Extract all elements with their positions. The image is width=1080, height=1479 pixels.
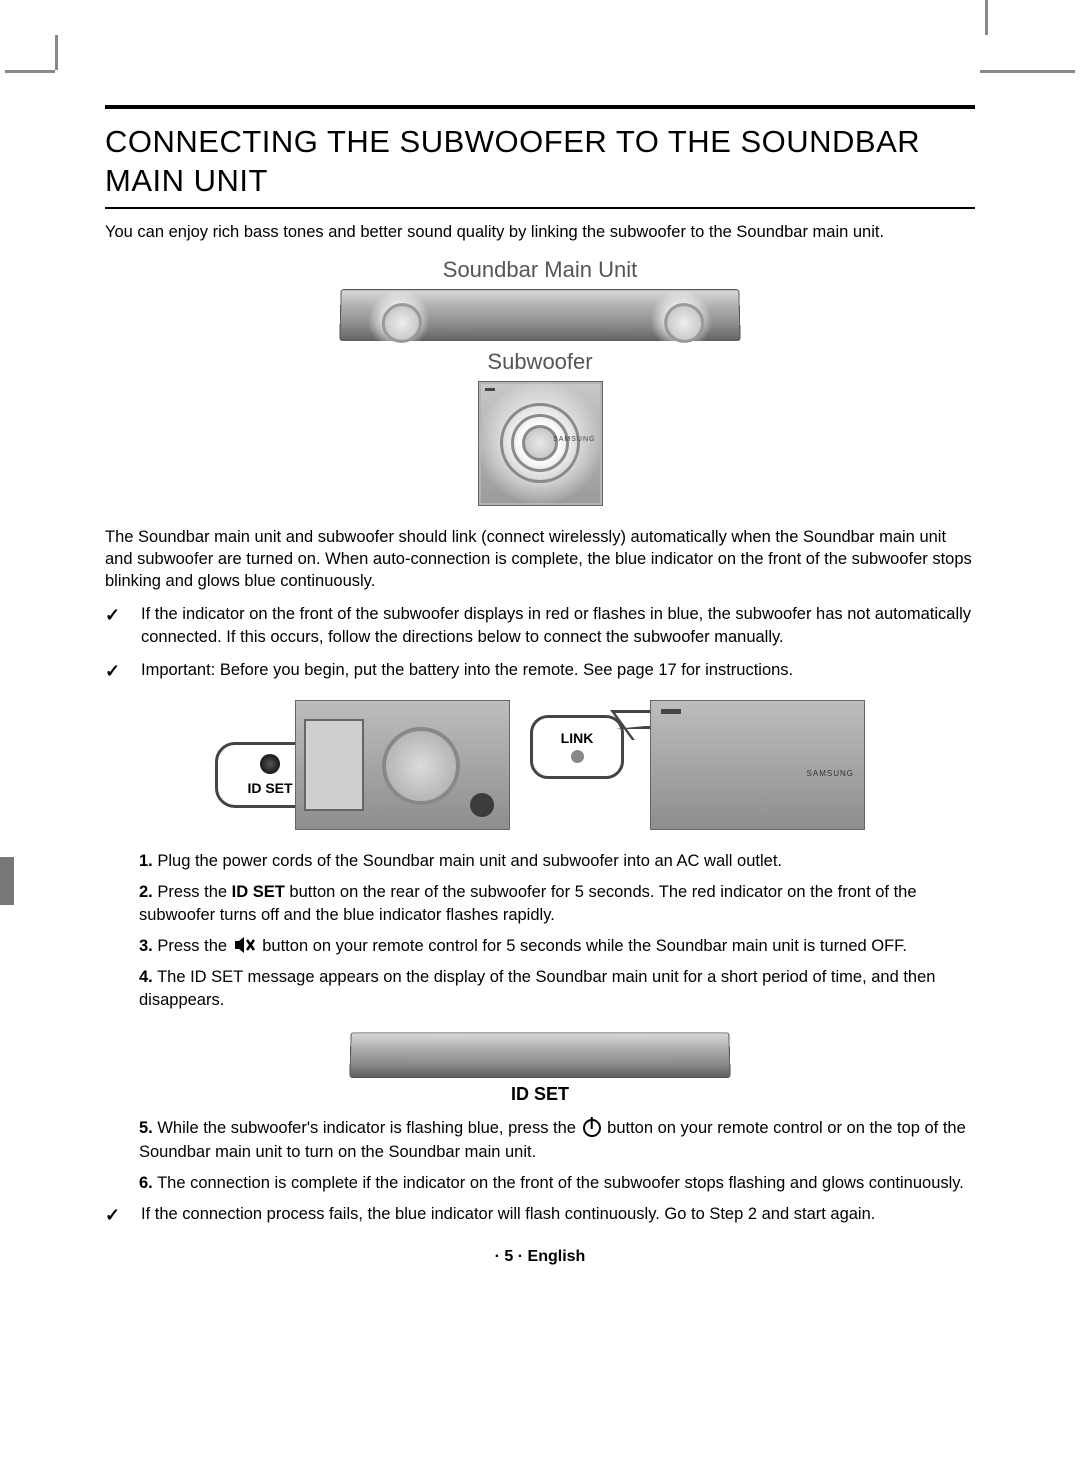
step-5: 5. While the subwoofer's indicator is fl… [133, 1115, 975, 1169]
brand-label: SAMSUNG [807, 769, 854, 778]
soundbar-idset-figure: ID SET [105, 1032, 975, 1105]
step-2a: Press the [157, 883, 231, 901]
subwoofer-figure: SAMSUNG [105, 381, 975, 506]
rear-driver-icon [382, 727, 460, 805]
idset-button-icon [260, 754, 280, 774]
autolink-paragraph: The Soundbar main unit and subwoofer sho… [105, 520, 975, 601]
step-2: 2. Press the ID SET button on the rear o… [133, 879, 975, 933]
check-item-1: If the indicator on the front of the sub… [131, 601, 975, 657]
soundbar-figure-title: Soundbar Main Unit [105, 257, 975, 283]
step-6: 6. The connection is complete if the ind… [133, 1170, 975, 1201]
step-5a: While the subwoofer's indicator is flash… [157, 1119, 580, 1137]
brand-label: SAMSUNG [553, 436, 595, 443]
section-tab [0, 857, 14, 905]
subwoofer-front-illustration: SAMSUNG [650, 700, 865, 830]
check-item-3: If the connection process fails, the blu… [131, 1201, 975, 1234]
step-2-bold: ID SET [232, 883, 285, 901]
soundbar-illustration [339, 289, 740, 341]
callout-link: LINK [530, 715, 624, 779]
check-item-2: Important: Before you begin, put the bat… [131, 657, 975, 690]
mute-icon [234, 936, 256, 954]
soundbar-illustration-2 [349, 1033, 730, 1079]
link-label: LINK [561, 730, 594, 746]
soundbar-speaker-left-icon [375, 297, 422, 343]
check-list-2: If the connection process fails, the blu… [105, 1201, 975, 1234]
idset-label: ID SET [247, 780, 292, 796]
step-1: 1. Plug the power cords of the Soundbar … [133, 848, 975, 879]
soundbar-figure [105, 289, 975, 341]
power-icon [583, 1119, 601, 1137]
steps-list-2: 5. While the subwoofer's indicator is fl… [105, 1115, 975, 1200]
step-4-text: The ID SET message appears on the displa… [139, 968, 935, 1009]
crop-mark-right [985, 0, 988, 35]
subwoofer-illustration: SAMSUNG [478, 381, 603, 506]
page-title: CONNECTING THE SUBWOOFER TO THE SOUNDBAR… [105, 109, 975, 209]
subwoofer-figure-title: Subwoofer [105, 349, 975, 375]
subwoofer-driver-icon [500, 403, 580, 483]
front-led-icon [661, 709, 681, 714]
diagram-front: LINK SAMSUNG [650, 700, 865, 830]
step-3b: button on your remote control for 5 seco… [258, 937, 907, 955]
page-footer: · 5 · English [105, 1248, 975, 1266]
soundbar-speaker-right-icon [658, 297, 705, 343]
idset-display-label: ID SET [511, 1084, 569, 1105]
step-1-text: Plug the power cords of the Soundbar mai… [157, 852, 782, 870]
crop-marks [0, 35, 1080, 75]
step-3: 3. Press the button on your remote contr… [133, 933, 975, 964]
diagram-row: ID SET LINK SAMSUNG [105, 700, 975, 830]
step-6-text: The connection is complete if the indica… [157, 1174, 964, 1192]
step-3a: Press the [157, 937, 231, 955]
subwoofer-rear-illustration [295, 700, 510, 830]
manual-page: CONNECTING THE SUBWOOFER TO THE SOUNDBAR… [0, 0, 1080, 1479]
rear-panel-icon [304, 719, 364, 811]
check-list: If the indicator on the front of the sub… [105, 601, 975, 690]
rear-port-icon [470, 793, 494, 817]
link-led-icon [571, 750, 584, 763]
diagram-rear: ID SET [295, 700, 510, 830]
step-4: 4. The ID SET message appears on the dis… [133, 964, 975, 1018]
intro-text: You can enjoy rich bass tones and better… [105, 209, 975, 253]
subwoofer-led-icon [485, 388, 495, 391]
steps-list: 1. Plug the power cords of the Soundbar … [105, 848, 975, 1019]
